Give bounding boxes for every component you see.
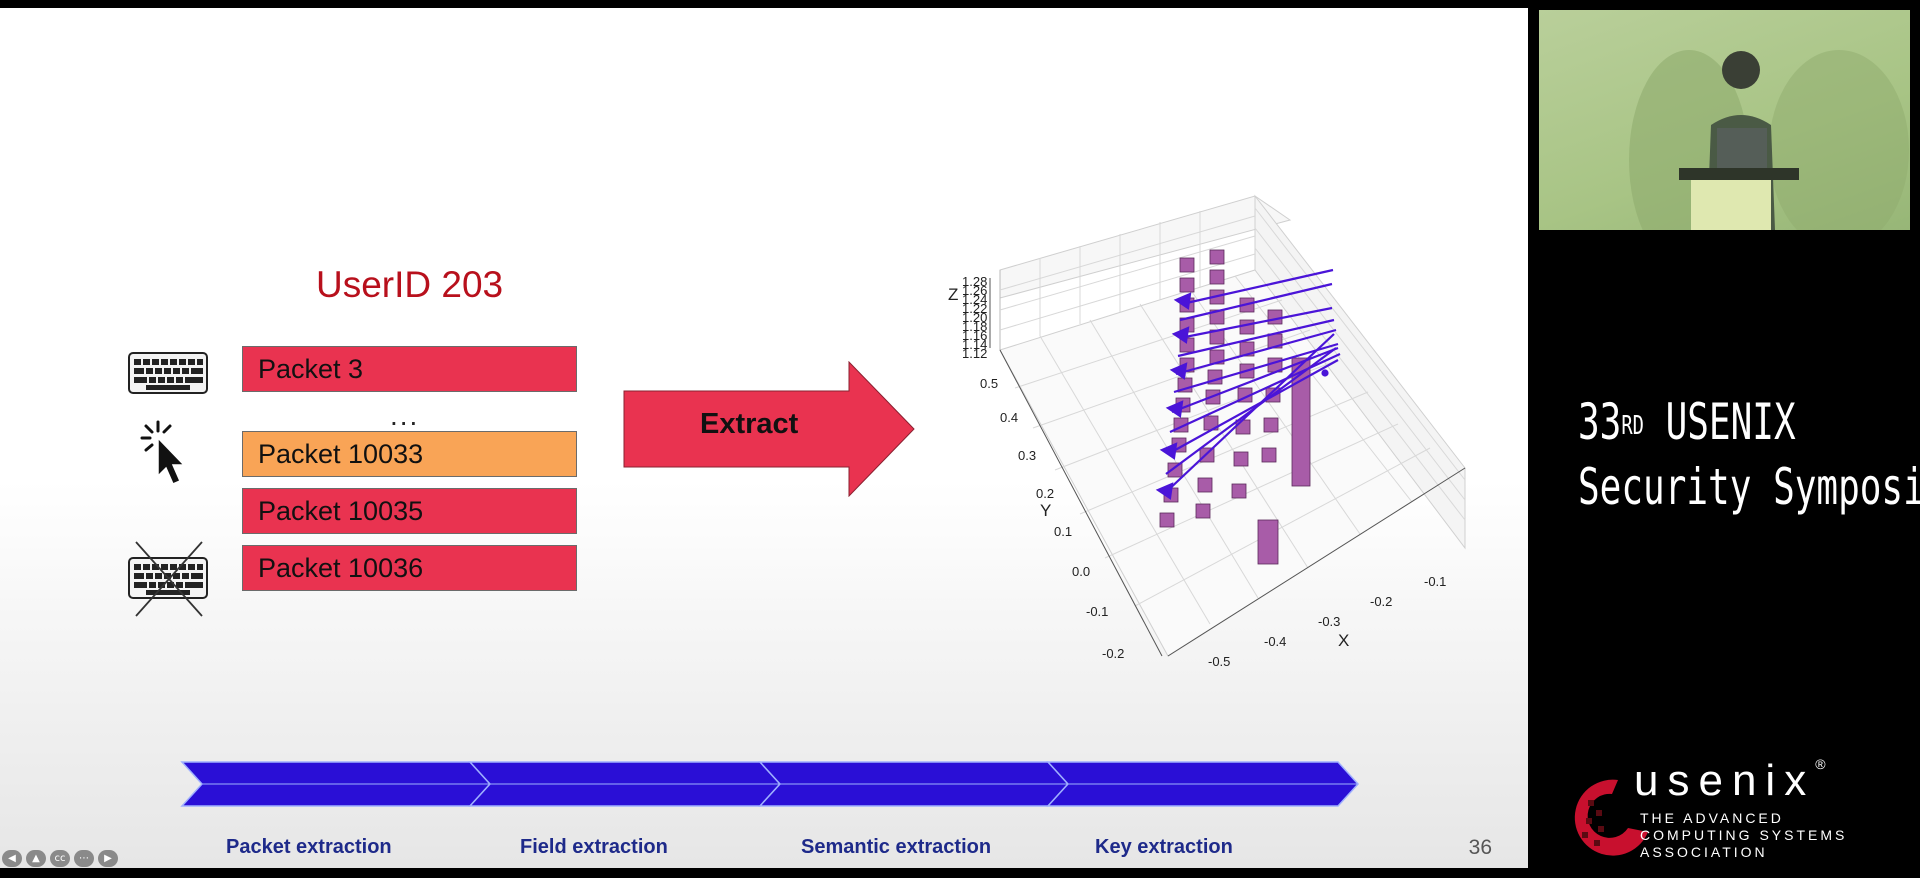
keyboard-icon — [128, 352, 208, 399]
extract-label: Extract — [700, 408, 799, 440]
pipeline-chevrons — [180, 761, 1360, 807]
z-tick: 1.20 — [962, 310, 987, 325]
usenix-wordmark: usenix® — [1634, 756, 1826, 805]
conference-title-line2: Security Symposium — [1578, 458, 1920, 516]
z-tick: 1.22 — [962, 301, 987, 316]
slide-page-number: 36 — [1468, 836, 1492, 859]
x-tick: -0.1 — [1424, 574, 1446, 589]
ellipsis: ... — [390, 400, 420, 431]
z-tick: 1.28 — [962, 274, 987, 289]
upload-icon[interactable]: ▲ — [26, 850, 46, 867]
x-tick: -0.5 — [1208, 654, 1230, 669]
z-tick: 1.26 — [962, 283, 987, 298]
y-tick: -0.1 — [1086, 604, 1108, 619]
stage-label-packet: Packet extraction — [226, 836, 392, 858]
usenix-logo-icon — [1568, 770, 1652, 871]
z-tick: 1.12 — [962, 346, 987, 361]
x-tick: -0.4 — [1264, 634, 1286, 649]
3d-keystroke-plot: Z 1.28 1.26 1.24 1.22 1.20 1.18 1.16 1.1… — [948, 194, 1466, 669]
z-axis-label: Z — [948, 285, 958, 304]
y-tick: 0.2 — [1036, 486, 1054, 501]
y-tick: 0.4 — [1000, 410, 1018, 425]
stage-label-semantic: Semantic extraction — [801, 836, 992, 858]
prev-icon[interactable]: ◀ — [2, 850, 22, 867]
y-tick: 0.5 — [980, 376, 998, 391]
packet-box: Packet 10035 — [242, 488, 577, 534]
packet-box: Packet 10036 — [242, 545, 577, 591]
stage-label-key: Key extraction — [1095, 836, 1233, 858]
x-tick: -0.3 — [1318, 614, 1340, 629]
user-id-title: UserID 203 — [316, 264, 504, 305]
extract-arrow — [623, 361, 915, 497]
speaker-video — [1539, 10, 1910, 230]
y-tick: 0.3 — [1018, 448, 1036, 463]
y-axis-label: Y — [1040, 501, 1051, 520]
usenix-tagline: THE ADVANCED COMPUTING SYSTEMS ASSOCIATI… — [1640, 810, 1848, 860]
captions-icon[interactable]: cc — [50, 850, 70, 867]
packet-box-highlighted: Packet 10033 — [242, 431, 577, 477]
keyboard-disabled-icon — [128, 538, 208, 623]
x-axis-label: X — [1338, 631, 1349, 650]
presentation-slide: UserID 203 — [0, 8, 1528, 868]
more-icon[interactable]: ⋯ — [74, 850, 94, 867]
z-tick: 1.16 — [962, 328, 987, 343]
x-tick: -0.2 — [1370, 594, 1392, 609]
z-tick: 1.24 — [962, 292, 987, 307]
next-icon[interactable]: ▶ — [98, 850, 118, 867]
conference-title-line1: 33RD USENIX — [1578, 393, 1796, 451]
y-tick: 0.1 — [1054, 524, 1072, 539]
z-tick: 1.14 — [962, 337, 987, 352]
player-controls: ◀ ▲ cc ⋯ ▶ — [2, 850, 118, 867]
y-tick: -0.2 — [1102, 646, 1124, 661]
y-tick: 0.0 — [1072, 564, 1090, 579]
z-tick: 1.18 — [962, 319, 987, 334]
stage-label-field: Field extraction — [520, 836, 668, 858]
mouse-click-icon — [136, 420, 192, 495]
packet-box: Packet 3 — [242, 346, 577, 392]
